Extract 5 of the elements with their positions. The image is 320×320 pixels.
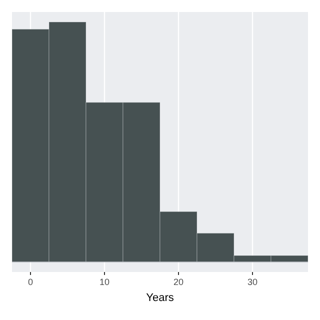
x-tick-label: 20 xyxy=(173,277,184,287)
x-tick-label: 10 xyxy=(99,277,110,287)
x-tick-label: 30 xyxy=(247,277,258,287)
x-axis-title: Years xyxy=(146,292,174,304)
x-tick-label: 0 xyxy=(28,277,34,287)
